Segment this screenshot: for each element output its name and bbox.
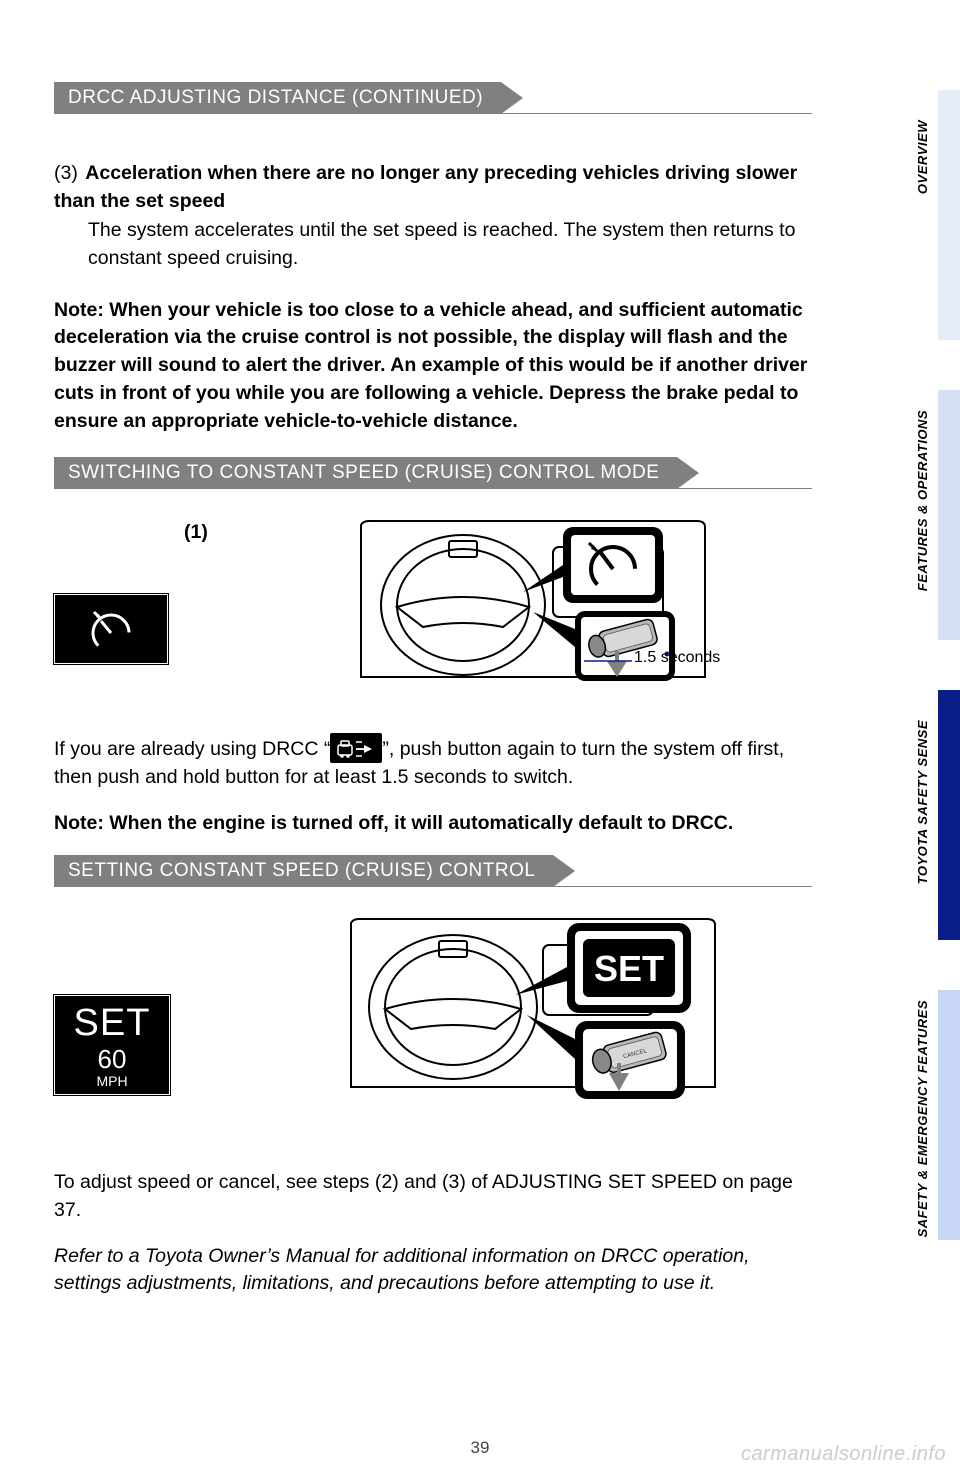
header-bar: SETTING CONSTANT SPEED (CRUISE) CONTROL [54, 855, 553, 887]
svg-text:SET: SET [594, 948, 664, 989]
item-number: (3) [54, 162, 78, 184]
diagram-switching: (1) [54, 517, 812, 717]
set-speed: 60 [55, 1046, 169, 1072]
cruise-indicator-icon [54, 594, 168, 664]
tab-features-bg[interactable] [938, 390, 960, 640]
tab-safety-sense-bg[interactable] [938, 690, 960, 940]
watermark: carmanualsonline.info [741, 1443, 946, 1466]
section-header-drcc: DRCC ADJUSTING DISTANCE (CONTINUED) [54, 82, 812, 114]
header-bar: DRCC ADJUSTING DISTANCE (CONTINUED) [54, 82, 501, 114]
diagram-setting: SET 60 MPH SET [54, 915, 812, 1135]
tab-features-label: FEATURES & OPERATIONS [915, 410, 930, 591]
set-label: SET [55, 1004, 169, 1042]
set-display: SET 60 MPH [54, 995, 170, 1095]
leader-text: 1.5 seconds [634, 649, 720, 666]
steering-diagram [353, 517, 713, 717]
para-acceleration: (3) Acceleration when there are no longe… [54, 160, 812, 273]
tab-safety-sense-label: TOYOTA SAFETY SENSE [915, 720, 930, 884]
text-before-icon: If you are already using DRCC “ [54, 738, 330, 760]
para-adjust: To adjust speed or cancel, see steps (2)… [54, 1169, 812, 1224]
side-tabs: OVERVIEW FEATURES & OPERATIONS TOYOTA SA… [866, 0, 960, 1484]
note-deceleration: Note: When your vehicle is too close to … [54, 297, 812, 435]
drcc-inline-icon [330, 733, 382, 763]
header-bar: SWITCHING TO CONSTANT SPEED (CRUISE) CON… [54, 457, 677, 489]
leader-label: 1.5 seconds [634, 649, 720, 667]
set-unit: MPH [55, 1074, 169, 1088]
tab-overview-label: OVERVIEW [915, 120, 930, 194]
tab-emergency-label: SAFETY & EMERGENCY FEATURES [915, 1000, 930, 1237]
steering-diagram-set: SET CANCEL [343, 915, 723, 1135]
item-body: The system accelerates until the set spe… [54, 217, 812, 272]
para-switching: If you are already using DRCC “ ”, push … [54, 733, 812, 791]
item-title: Acceleration when there are no longer an… [54, 162, 797, 212]
tab-emergency-bg[interactable] [938, 990, 960, 1240]
para-refer: Refer to a Toyota Owner’s Manual for add… [54, 1243, 812, 1298]
section-header-setting: SETTING CONSTANT SPEED (CRUISE) CONTROL [54, 855, 812, 887]
label-one: (1) [184, 521, 254, 544]
note-default-drcc: Note: When the engine is turned off, it … [54, 810, 812, 838]
tab-overview-bg[interactable] [938, 90, 960, 340]
section-header-switching: SWITCHING TO CONSTANT SPEED (CRUISE) CON… [54, 457, 812, 489]
